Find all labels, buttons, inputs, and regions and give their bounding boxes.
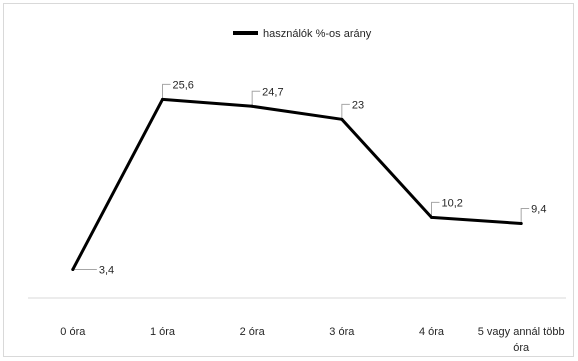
data-label: 9,4 <box>531 203 546 215</box>
data-label: 25,6 <box>173 79 194 91</box>
data-label-callout <box>520 207 530 224</box>
data-label: 10,2 <box>442 197 463 209</box>
data-point <box>71 267 75 271</box>
data-point <box>430 215 433 219</box>
data-label: 3,4 <box>99 264 114 276</box>
legend: használók %-os arány <box>233 28 372 40</box>
x-tick-label: 2 óra <box>240 326 266 338</box>
data-label-callout <box>251 90 261 107</box>
data-label-callouts <box>72 83 530 270</box>
x-tick-label: 0 óra <box>60 326 86 338</box>
x-tick-label: 3 óra <box>329 326 355 338</box>
data-points <box>71 97 523 271</box>
x-axis-ticks: 0 óra 1 óra 2 óra 3 óra 4 óra 5 vagy annál tö… <box>60 326 564 354</box>
legend-label: használók %-os arány <box>263 28 372 40</box>
x-tick-label: 5 vagy annál több óra <box>478 326 565 354</box>
data-point <box>340 117 344 121</box>
data-label-callout <box>162 83 171 100</box>
data-label: 24,7 <box>262 86 283 98</box>
data-label: 23 <box>352 99 364 111</box>
data-point <box>161 97 164 101</box>
series-line <box>71 97 523 271</box>
data-labels: 3,4 25,6 24,7 23 10,2 9,4 <box>99 79 547 276</box>
x-tick-label: 1 óra <box>150 326 176 338</box>
x-tick-label: 4 óra <box>419 326 445 338</box>
data-point <box>250 104 254 108</box>
data-point <box>519 221 523 225</box>
data-label-callout <box>431 201 440 218</box>
data-label-callout <box>341 103 350 120</box>
